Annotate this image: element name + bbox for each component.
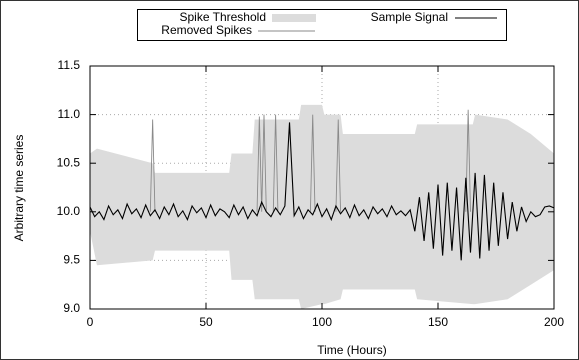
x-tick-label: 0 <box>87 315 94 329</box>
y-tick-label: 10.0 <box>57 204 81 218</box>
y-tick-label: 11.5 <box>58 58 81 72</box>
legend-label: Removed Spikes <box>161 23 252 37</box>
legend-item: Sample Signal <box>371 10 497 24</box>
series-line <box>149 109 471 212</box>
legend-box <box>137 9 507 41</box>
legend-swatch <box>272 14 316 22</box>
x-tick-label: 100 <box>312 315 332 329</box>
plot-data <box>89 104 555 309</box>
axes: 9.0 9.5 10.0 10.5 11.0 11.5 0 50 100 150 200 <box>57 58 565 329</box>
legend-label: Sample Signal <box>371 10 448 24</box>
x-tick-label: 150 <box>428 315 448 329</box>
x-tick-label: 50 <box>199 315 213 329</box>
y-tick-label: 9.0 <box>63 301 80 315</box>
x-axis-label: Time (Hours) <box>317 343 387 357</box>
y-tick-label: 11.0 <box>58 107 81 121</box>
legend-label: Spike Threshold <box>180 10 267 24</box>
legend-item: Removed Spikes <box>161 23 315 37</box>
y-tick-label: 10.5 <box>57 155 81 169</box>
threshold-band <box>90 104 554 309</box>
y-axis-label: Arbitrary time series <box>12 135 26 242</box>
plot-frame <box>89 65 555 310</box>
y-tick-label: 9.5 <box>63 253 80 267</box>
series-line <box>89 122 555 261</box>
x-tick-label: 200 <box>544 315 564 329</box>
legend-item: Spike Threshold <box>180 10 316 24</box>
